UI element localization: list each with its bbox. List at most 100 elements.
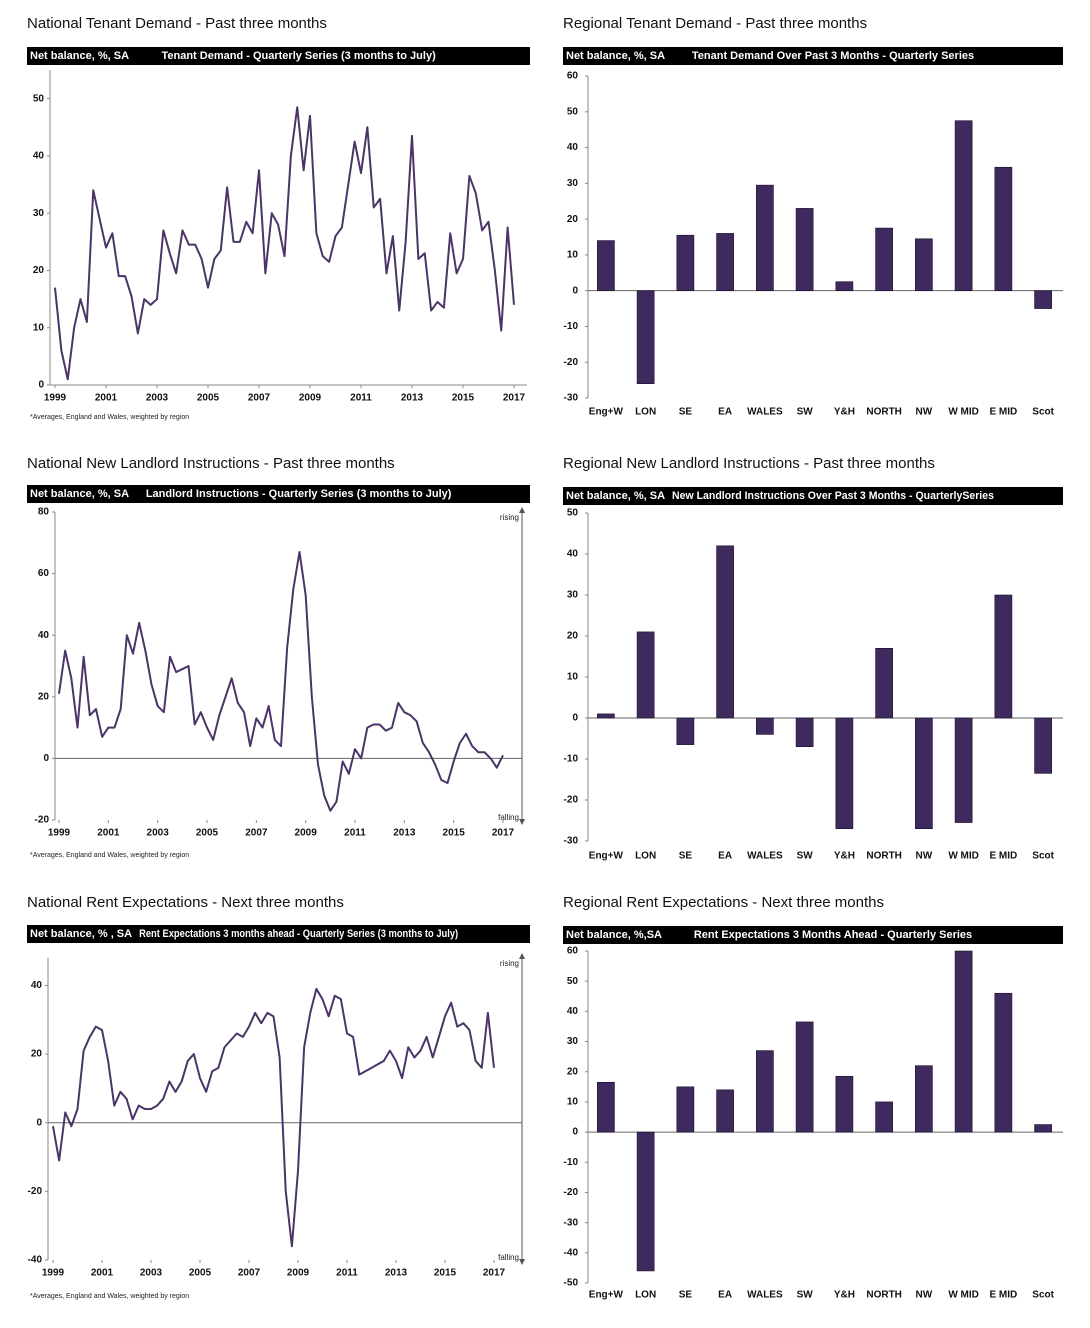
x-tick-label: E MID [989,851,1017,862]
bar [676,1086,695,1133]
x-tick-label: 2003 [140,1268,163,1279]
x-tick-label: W MID [948,1290,979,1301]
bar [716,1089,734,1133]
y-tick-label: -20 [564,795,579,806]
y-tick-label: 10 [567,672,579,683]
x-tick-label: 2011 [350,393,372,404]
x-tick-label: SW [797,407,814,418]
annotation: rising [500,513,519,522]
x-tick-label: Y&H [834,851,855,862]
y-tick-label: 60 [38,568,50,579]
footnote: *Averages, England and Wales, weighted b… [30,852,189,859]
y-tick-label: 40 [567,142,579,153]
bar [1034,1124,1052,1133]
chart-title: Regional Tenant Demand - Past three mont… [563,15,867,32]
bar [954,717,973,823]
x-tick-label: SE [679,407,693,418]
x-tick-label: 1999 [42,1268,65,1279]
bar [954,120,973,291]
bar [915,717,933,829]
x-tick-label: 2007 [238,1268,261,1279]
chart-subtitle: Rent Expectations 3 Months Ahead - Quart… [694,929,972,941]
bar [915,1065,933,1133]
y-tick-label: 20 [567,1066,579,1077]
x-tick-label: 2015 [452,393,475,404]
y-tick-label: 0 [36,1117,42,1128]
y-tick-label: 0 [572,285,578,296]
y-tick-label: 50 [33,93,45,104]
x-tick-label: 2005 [196,828,219,839]
x-tick-label: NORTH [866,1290,902,1301]
bar [875,227,893,291]
y-tick-label: -40 [28,1255,43,1266]
y-tick-label: 60 [567,71,579,82]
bar [1034,290,1052,309]
y-tick-label: 40 [33,151,45,162]
bar [597,713,615,719]
bar [795,717,814,748]
y-tick-label: -20 [35,815,50,826]
header-bar [563,487,1063,505]
x-tick-label: 2011 [336,1268,358,1279]
x-tick-label: EA [718,851,732,862]
footnote: *Averages, England and Wales, weighted b… [30,414,189,421]
bar [994,166,1013,291]
x-tick-label: Eng+W [589,1290,624,1301]
bar [676,234,695,291]
y-tick-label: -20 [564,1187,579,1198]
x-tick-label: E MID [989,407,1017,418]
x-tick-label: E MID [989,1290,1017,1301]
y-tick-label: -10 [564,321,579,332]
header-bar [563,926,1063,944]
x-tick-label: 2007 [248,393,271,404]
bar [756,184,774,291]
bar [676,717,695,745]
arrow-down [519,819,525,825]
bar [835,1075,854,1133]
y-tick-label: 30 [567,1036,579,1047]
unit-label: Net balance, %, SA [566,50,665,62]
bar [994,594,1013,719]
bar [875,647,893,719]
x-tick-label: LON [635,851,656,862]
bar [636,290,655,384]
y-tick-label: 10 [567,250,579,261]
x-tick-label: 2013 [385,1268,408,1279]
x-tick-label: 1999 [44,393,67,404]
annotation: falling [498,1253,519,1262]
x-tick-label: NW [916,407,933,418]
x-tick-label: 2017 [503,393,526,404]
unit-label: Net balance, % , SA [30,928,132,940]
x-tick-label: W MID [948,851,979,862]
y-tick-label: 10 [567,1097,579,1108]
x-tick-label: Eng+W [589,851,624,862]
bar [835,717,854,829]
x-tick-label: EA [718,1290,732,1301]
unit-label: Net balance, %, SA [30,488,129,500]
arrow-up [519,507,525,513]
chart-title: National Tenant Demand - Past three mont… [27,15,327,32]
y-tick-label: 20 [38,691,50,702]
y-tick-label: 20 [567,214,579,225]
y-tick-label: 0 [572,713,578,724]
y-tick-label: 0 [43,753,49,764]
x-tick-label: 2013 [393,828,416,839]
unit-label: Net balance, %,SA [566,929,662,941]
y-tick-label: -20 [564,357,579,368]
bar [597,240,615,291]
x-tick-label: 2015 [434,1268,457,1279]
y-tick-label: -30 [564,393,579,404]
chart-subtitle: Tenant Demand Over Past 3 Months - Quart… [692,50,974,62]
x-tick-label: W MID [948,407,979,418]
y-tick-label: -30 [564,1217,579,1228]
x-tick-label: WALES [747,407,783,418]
bar [756,717,774,735]
x-tick-label: 2009 [295,828,318,839]
bar [835,281,854,291]
bar [954,950,973,1133]
x-tick-label: 2017 [483,1268,506,1279]
chart-subtitle: Landlord Instructions - Quarterly Series… [146,488,452,500]
y-tick-label: -20 [28,1186,43,1197]
x-tick-label: NW [916,851,933,862]
y-tick-label: 60 [567,946,579,957]
